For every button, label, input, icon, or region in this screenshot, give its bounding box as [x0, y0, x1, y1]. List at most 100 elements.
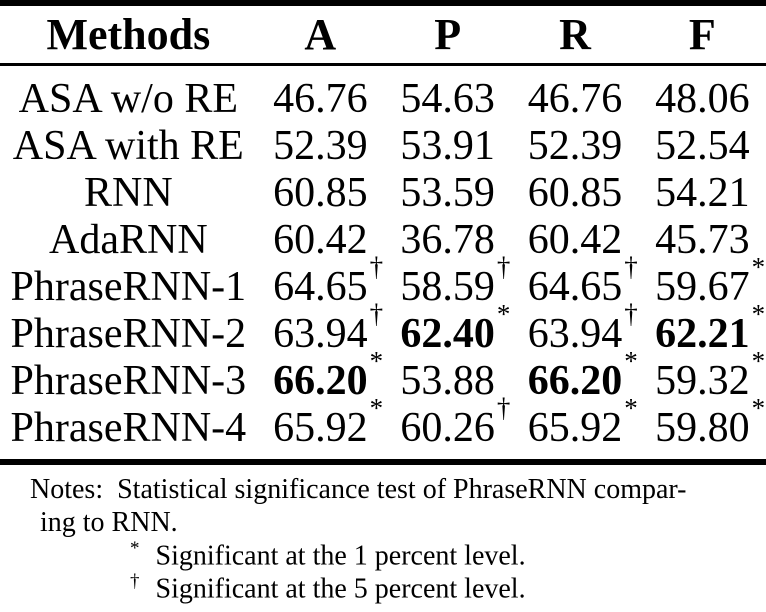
footnote-text: Significant at the 1 percent level.: [155, 540, 526, 572]
footnote-text: Significant at the 5 percent level.: [155, 573, 526, 605]
cell-value: 45.73: [639, 217, 766, 264]
footnote-1-percent: * Significant at the 1 percent level.: [30, 539, 766, 572]
metric-value: 53.91: [400, 123, 495, 169]
cell-value: 54.21: [639, 170, 766, 217]
metric-value: 45.73: [655, 217, 750, 263]
table-notes: Notes: Statistical significance test of P…: [0, 473, 766, 606]
metric-value: 66.20: [527, 358, 623, 404]
metric-value: 62.21: [655, 311, 750, 357]
metric-value: 59.80: [655, 405, 750, 451]
col-header-accuracy: A: [256, 3, 384, 66]
cell-value: 63.94 †: [257, 301, 384, 358]
method-name: PhraseRNN-3: [10, 358, 247, 404]
significance-marker: *: [751, 346, 766, 376]
method-name: AdaRNN: [49, 217, 208, 263]
metric-value: 60.42: [273, 217, 368, 263]
metric-value: 59.67: [655, 264, 750, 310]
metric-value: 46.76: [273, 76, 368, 122]
cell-value: 65.92 *: [257, 395, 384, 462]
metric-value: 53.59: [400, 170, 495, 216]
significance-marker: †: [624, 252, 638, 282]
significance-marker: *: [369, 346, 384, 376]
cell-value: 36.78: [384, 217, 511, 264]
dagger-marker: †: [130, 571, 140, 593]
cell-value: 46.76: [511, 65, 638, 124]
metric-value: 58.59: [400, 264, 495, 310]
cell-value: 62.21 *: [639, 301, 766, 358]
col-header-methods: Methods: [0, 3, 257, 66]
metric-value: 53.88: [400, 358, 495, 404]
cell-value: 52.39: [511, 123, 638, 170]
notes-label: Notes:: [30, 474, 104, 505]
metric-value: 60.42: [527, 217, 623, 263]
metric-value: 48.06: [655, 76, 750, 122]
cell-value: 65.92 *: [511, 395, 638, 462]
significance-marker: *: [496, 299, 511, 329]
cell-value: 59.32 *: [639, 348, 766, 405]
cell-value: 48.06: [639, 65, 766, 124]
cell-value: 66.20 *: [257, 348, 384, 405]
results-table: Methods A P R F ASA w/o RE 46.76 54.63 4…: [0, 0, 766, 465]
metric-value: 60.85: [527, 170, 623, 216]
metric-value: 65.92: [527, 405, 623, 451]
method-name: ASA w/o RE: [18, 76, 239, 122]
cell-value: 60.42: [257, 217, 384, 264]
table-row: PhraseRNN-1 64.65 † 58.59 † 64.65 † 59.67 *: [0, 254, 766, 311]
cell-value: 53.88: [384, 358, 511, 405]
col-header-precision: P: [383, 3, 512, 66]
cell-value: 62.40 *: [384, 301, 511, 358]
significance-marker: *: [751, 252, 766, 282]
note-line: ing to RNN.: [40, 507, 178, 538]
metric-value: 63.94: [527, 311, 623, 357]
metric-value: 66.20: [273, 358, 368, 404]
note-text: Statistical significance test of PhraseR…: [117, 474, 687, 505]
significance-marker: †: [624, 299, 638, 329]
metric-value: 64.65: [527, 264, 623, 310]
metric-value: 36.78: [400, 217, 495, 263]
cell-value: 46.76: [257, 65, 384, 124]
metric-value: 60.26: [400, 405, 495, 451]
metric-value: 62.40: [400, 311, 495, 357]
significance-marker: *: [751, 393, 766, 423]
table-row: ASA with RE 52.39 53.91 52.39 52.54: [0, 123, 766, 170]
significance-marker: *: [624, 346, 638, 376]
method-name: RNN: [83, 170, 173, 216]
significance-marker: *: [369, 393, 384, 423]
metric-value: 60.85: [273, 170, 368, 216]
table-row: PhraseRNN-4 65.92 * 60.26 † 65.92 * 59.80 *: [0, 395, 766, 462]
cell-value: 53.59: [384, 170, 511, 217]
cell-value: 53.91: [384, 123, 511, 170]
metric-value: 65.92: [273, 405, 368, 451]
significance-marker: †: [369, 299, 384, 329]
metric-value: 59.32: [655, 358, 750, 404]
note-line: Notes: Statistical significance test of P…: [30, 473, 766, 506]
cell-value: 60.85: [511, 170, 638, 217]
cell-value: 52.39: [257, 123, 384, 170]
footnote-5-percent: † Significant at the 5 percent level.: [30, 572, 766, 605]
metric-value: 52.54: [655, 123, 750, 169]
method-name: PhraseRNN-2: [10, 311, 247, 357]
table-row: PhraseRNN-2 63.94 † 62.40 * 63.94 † 62.21 *: [0, 301, 766, 358]
metric-value: 54.21: [655, 170, 750, 216]
cell-value: 52.54: [639, 123, 766, 170]
metric-value: 46.76: [527, 76, 623, 122]
col-header-fscore: F: [638, 3, 766, 66]
table-row: PhraseRNN-3 66.20 * 53.88 66.20 * 59.32 *: [0, 348, 766, 405]
significance-marker: *: [751, 299, 766, 329]
metric-value: 52.39: [273, 123, 368, 169]
col-header-recall: R: [511, 3, 639, 66]
metric-value: 52.39: [527, 123, 623, 169]
asterisk-marker: *: [130, 538, 140, 559]
cell-value: 64.65 †: [511, 254, 638, 311]
cell-value: 54.63: [384, 65, 511, 124]
metric-value: 54.63: [400, 76, 495, 122]
method-name: ASA with RE: [12, 123, 244, 169]
table-row: AdaRNN 60.42 36.78 60.42 45.73: [0, 217, 766, 264]
cell-value: 59.80 *: [639, 395, 766, 462]
cell-value: 60.42: [511, 217, 638, 264]
cell-value: 66.20 *: [511, 348, 638, 405]
cell-value: 59.67 *: [639, 254, 766, 311]
significance-marker: †: [496, 393, 511, 423]
cell-value: 64.65 †: [257, 254, 384, 311]
